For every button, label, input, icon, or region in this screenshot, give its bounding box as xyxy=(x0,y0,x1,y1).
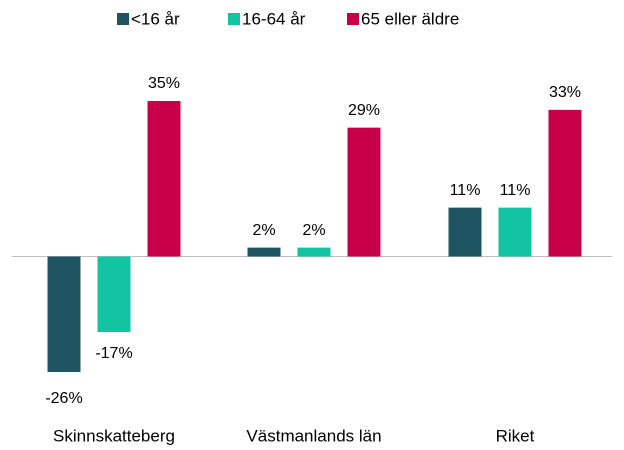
legend-swatch xyxy=(117,13,129,25)
data-label: 35% xyxy=(148,75,180,92)
data-label: 33% xyxy=(549,84,581,101)
bar xyxy=(548,109,582,257)
bar xyxy=(97,256,131,333)
x-tick-label: Riket xyxy=(496,426,535,445)
data-label: 11% xyxy=(500,182,531,199)
bar xyxy=(347,127,381,257)
data-label: 2% xyxy=(252,222,275,239)
data-label: 2% xyxy=(302,222,325,239)
data-label: 11% xyxy=(450,182,481,199)
data-label: -17% xyxy=(95,345,132,362)
x-tick-label: Västmanlands län xyxy=(246,426,381,445)
bar xyxy=(297,247,331,257)
bar xyxy=(498,207,532,257)
bar xyxy=(448,207,482,257)
data-label: -26% xyxy=(45,390,82,407)
legend-label: 65 eller äldre xyxy=(361,9,459,28)
x-tick-label: Skinnskatteberg xyxy=(53,426,175,445)
legend-swatch xyxy=(347,13,359,25)
legend-swatch xyxy=(228,13,240,25)
bar xyxy=(247,247,281,257)
bar xyxy=(47,256,81,372)
legend-label: 16-64 år xyxy=(242,9,306,28)
bar xyxy=(147,101,181,257)
data-label: 29% xyxy=(348,102,380,119)
legend-label: <16 år xyxy=(131,9,180,28)
